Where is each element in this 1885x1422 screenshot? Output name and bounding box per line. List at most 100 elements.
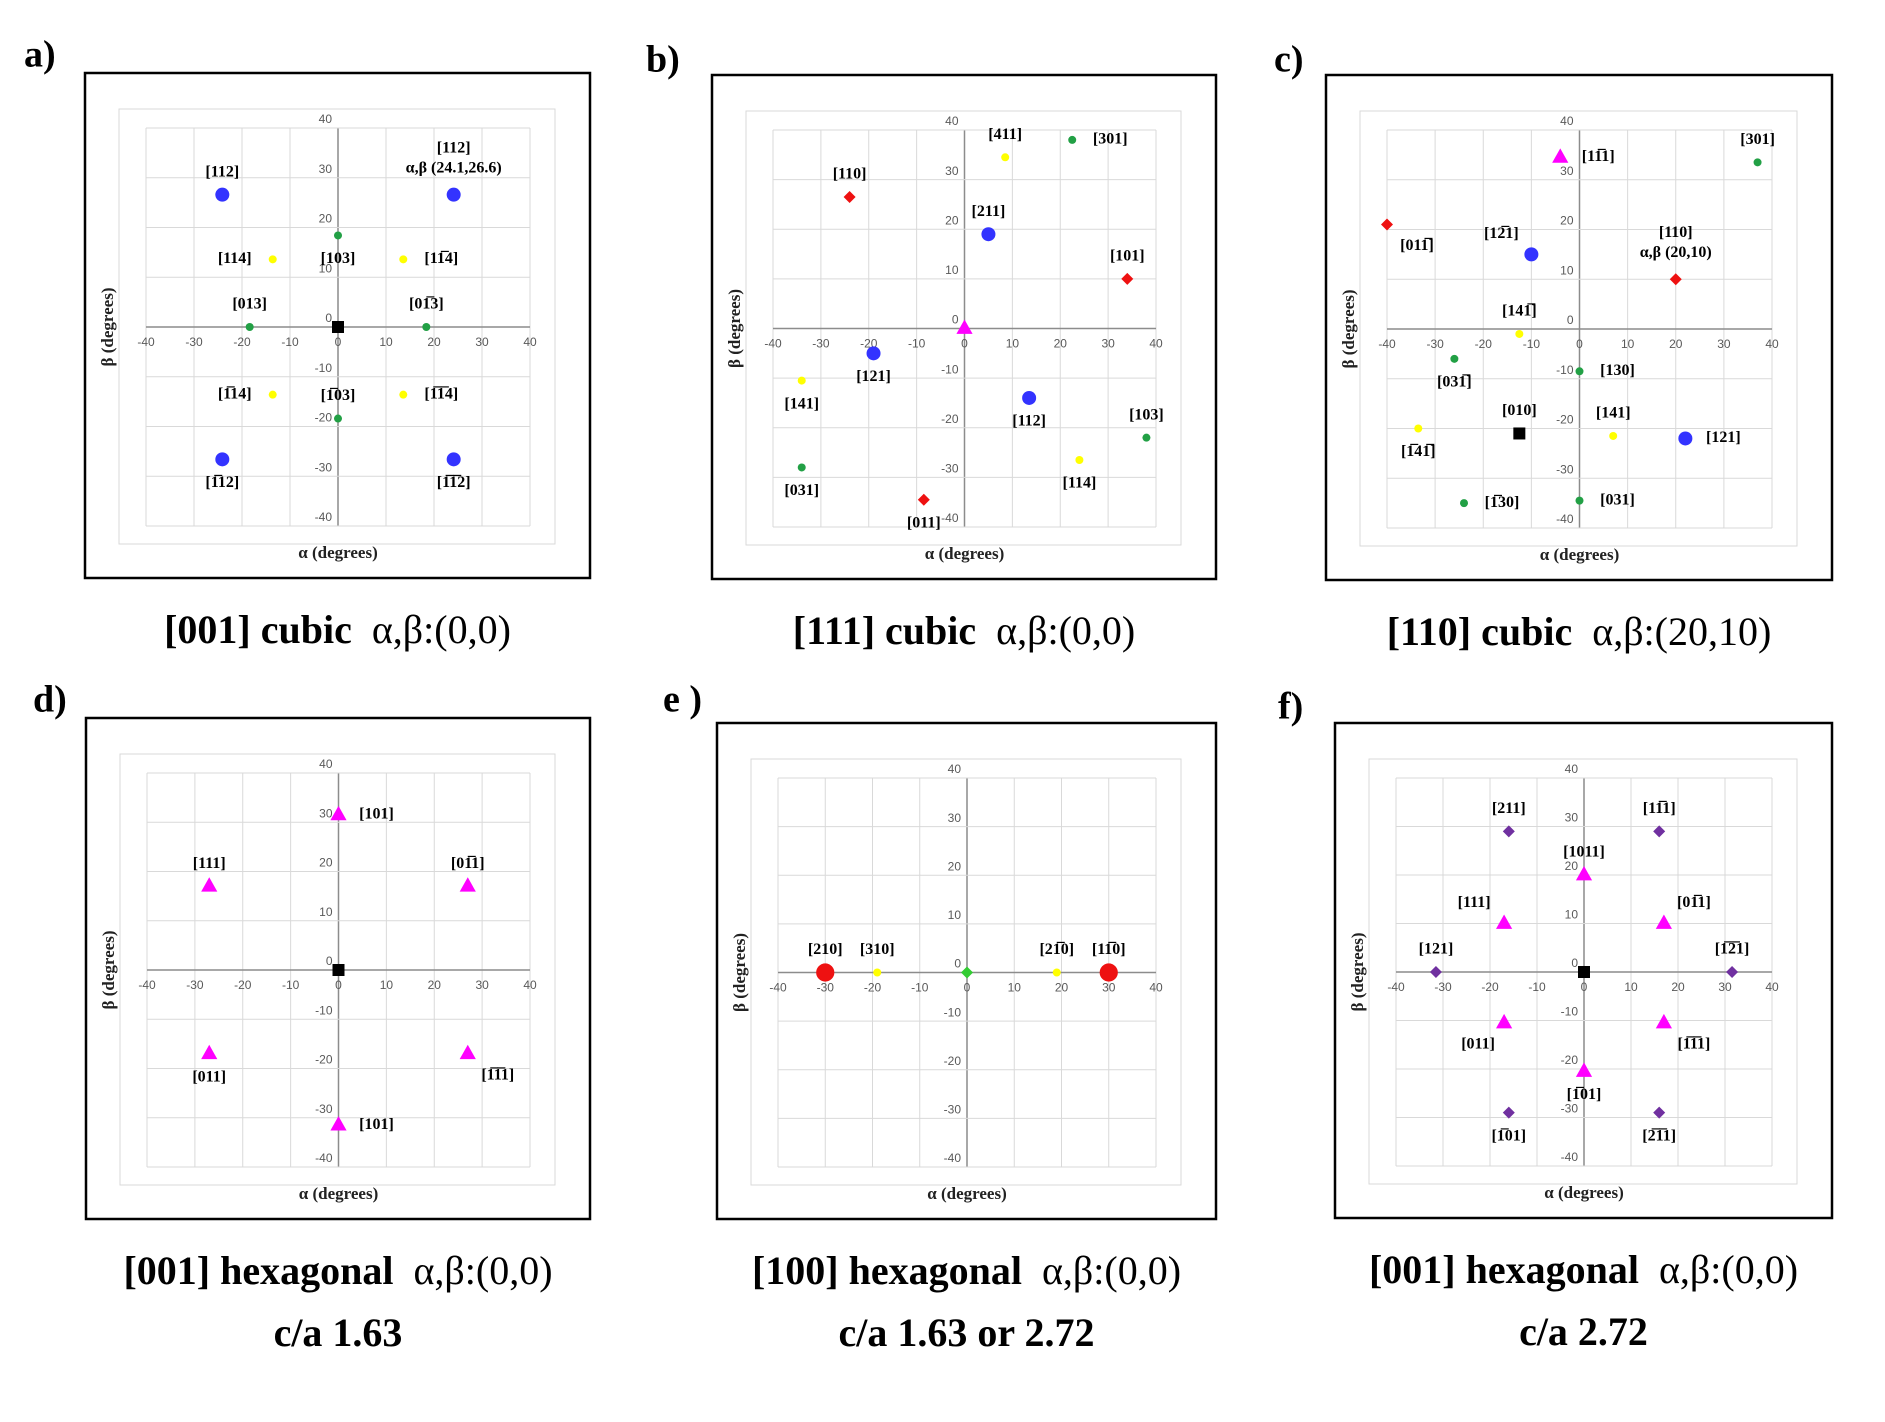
point-label: [01̅1] <box>1677 893 1711 911</box>
point <box>215 187 230 202</box>
point-label: [12̅1] <box>1484 224 1519 242</box>
point-label: [1̅14] <box>218 384 252 402</box>
point-label: [11̅1] <box>1643 799 1676 817</box>
y-tick-label: 30 <box>1560 164 1574 178</box>
point-label: [031] <box>784 482 819 499</box>
point <box>1575 367 1584 376</box>
caption-coords: α,β:(0,0) <box>1659 1247 1798 1292</box>
x-axis-title: α (degrees) <box>925 544 1005 563</box>
y-tick-label: 20 <box>1565 859 1579 873</box>
point <box>201 1044 218 1060</box>
y-axis-title: β (degrees) <box>725 289 744 368</box>
point <box>268 390 277 399</box>
point-label: [103] <box>321 250 356 267</box>
point-label: [411] <box>988 126 1022 143</box>
point-label: [110] <box>833 166 867 183</box>
x-tick-label: -30 <box>185 335 203 349</box>
y-tick-label: 0 <box>326 954 333 968</box>
point <box>961 966 973 979</box>
point <box>334 414 342 423</box>
caption: [001] cubic α,β:(0,0) <box>164 607 511 652</box>
point <box>1575 1062 1593 1077</box>
x-tick-label: -40 <box>764 337 782 351</box>
point-label: [141̅] <box>1502 302 1537 320</box>
y-tick-label: -40 <box>941 511 959 525</box>
point <box>1753 158 1762 167</box>
y-tick-label: 20 <box>319 212 333 226</box>
x-tick-label: -40 <box>1387 980 1405 994</box>
point-label: [01̅1] <box>451 854 485 872</box>
point <box>446 187 461 202</box>
point-label: [110] <box>1659 224 1693 241</box>
point-label: [141] <box>1596 405 1631 422</box>
point <box>1502 825 1515 838</box>
x-tick-label: -40 <box>138 978 156 992</box>
point <box>1068 135 1077 144</box>
point-label: [1̅12] <box>205 473 239 491</box>
x-tick-label: -10 <box>1523 337 1541 351</box>
x-axis-title: α (degrees) <box>299 1184 379 1203</box>
point-label: [121] <box>856 368 891 385</box>
y-tick-label: -30 <box>944 1103 962 1117</box>
x-tick-label: 30 <box>1101 337 1115 351</box>
x-axis-title: α (degrees) <box>927 1184 1007 1203</box>
x-tick-label: 10 <box>1006 337 1020 351</box>
x-tick-label: -20 <box>864 981 882 995</box>
panel-frame <box>1333 721 1834 1220</box>
caption-coords: α,β:(20,10) <box>1592 609 1771 654</box>
point <box>1381 218 1393 231</box>
x-tick-label: -20 <box>1475 337 1493 351</box>
panel-frame <box>83 71 592 580</box>
point-label: [011] <box>1461 1036 1495 1053</box>
point-label: [211] <box>1492 800 1526 817</box>
y-tick-label: -30 <box>315 460 333 474</box>
point <box>1142 433 1151 442</box>
point <box>459 1044 476 1060</box>
x-tick-label: 10 <box>1624 980 1638 994</box>
point-label: [101] <box>359 806 394 823</box>
x-tick-label: 0 <box>1576 337 1583 351</box>
x-tick-label: -40 <box>1378 337 1396 351</box>
y-tick-label: -40 <box>315 510 333 524</box>
panel-frame <box>715 721 1218 1221</box>
y-tick-label: 0 <box>952 313 959 327</box>
y-tick-label: -10 <box>944 1005 962 1019</box>
y-tick-label: -20 <box>315 411 333 425</box>
y-tick-label: -40 <box>315 1151 333 1165</box>
caption-title: [001] hexagonal <box>123 1248 393 1293</box>
panel-label: e ) <box>663 679 702 721</box>
point-label: [01̅3] <box>409 295 444 313</box>
x-tick-label: 40 <box>1765 980 1779 994</box>
point-label: [031] <box>1600 491 1635 508</box>
y-tick-label: -20 <box>1561 1053 1579 1067</box>
caption: [110] cubic α,β:(20,10) <box>1387 609 1772 654</box>
point <box>1609 431 1618 440</box>
x-tick-label: 30 <box>475 978 489 992</box>
y-tick-label: 10 <box>1560 263 1574 277</box>
point-label: [112] <box>1012 413 1046 430</box>
x-tick-label: -10 <box>1528 980 1546 994</box>
chart-area <box>745 110 1182 546</box>
point-label: [114] <box>218 250 252 267</box>
caption-title: [001] hexagonal <box>1369 1247 1639 1292</box>
point <box>330 805 347 821</box>
point-label: [111] <box>1458 894 1491 911</box>
x-tick-label: 20 <box>1055 981 1069 995</box>
point-label: [1̅41̅] <box>1401 442 1436 460</box>
point-note: α,β (24.1,26.6) <box>406 159 502 176</box>
point-label: [1̅1̅1] <box>481 1065 514 1083</box>
point-label: [121] <box>1419 941 1454 958</box>
y-tick-label: -40 <box>944 1151 962 1165</box>
x-tick-label: 30 <box>475 335 489 349</box>
point <box>1678 431 1693 446</box>
y-tick-label: -30 <box>1561 1102 1579 1116</box>
point <box>422 323 431 331</box>
point <box>334 231 342 240</box>
point-label: [1̅1̅4] <box>424 384 458 402</box>
point-label: [310] <box>860 941 895 958</box>
point-note: α,β (20,10) <box>1640 244 1712 261</box>
point <box>399 255 408 264</box>
y-tick-label: 0 <box>1567 313 1574 327</box>
x-tick-label: 0 <box>335 978 342 992</box>
